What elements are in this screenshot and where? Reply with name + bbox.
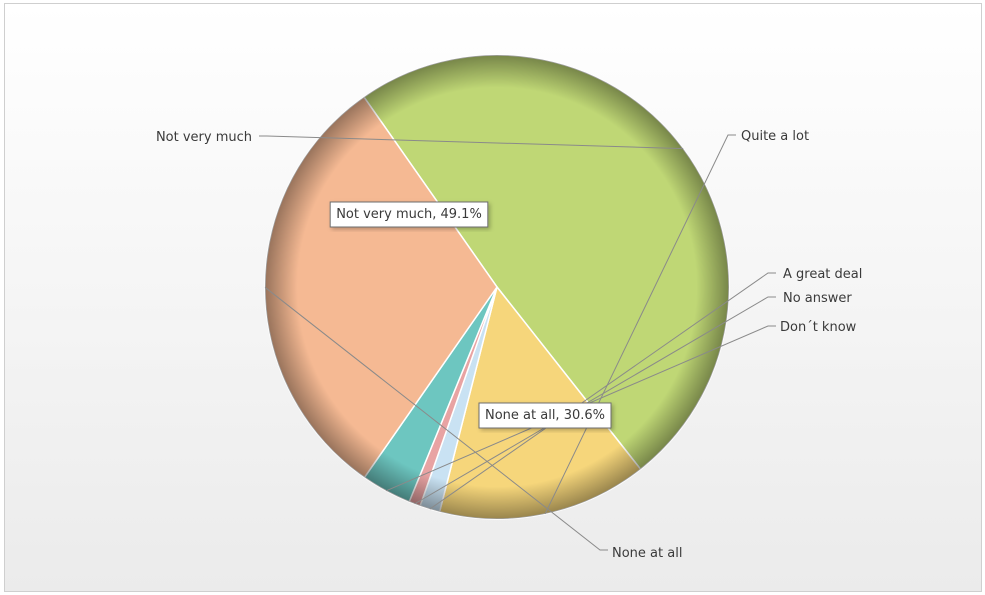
connector-none-at-all — [264, 286, 608, 551]
slice-label-not-very-much: Not very much — [156, 130, 252, 145]
data-label-not-very-much: Not very much, 49.1% — [329, 201, 489, 228]
slice-label-quite-a-lot: Quite a lot — [741, 129, 809, 144]
connector-no-answer — [414, 296, 776, 505]
slice-label-don-t-know: Don´t know — [780, 320, 857, 335]
slice-label-none-at-all: None at all — [612, 546, 682, 561]
slice-label-a-great-deal: A great deal — [783, 267, 862, 282]
connector-a-great-deal — [429, 272, 776, 510]
data-label-none-at-all: None at all, 30.6% — [478, 402, 612, 429]
connector-don-t-know — [385, 325, 776, 492]
svg-text:None at all, 30.6%: None at all, 30.6% — [485, 408, 605, 423]
slice-label-no-answer: No answer — [783, 291, 852, 306]
svg-text:Not very much, 49.1%: Not very much, 49.1% — [336, 207, 482, 222]
connector-not-very-much — [259, 135, 684, 150]
connector-quite-a-lot — [544, 134, 736, 515]
